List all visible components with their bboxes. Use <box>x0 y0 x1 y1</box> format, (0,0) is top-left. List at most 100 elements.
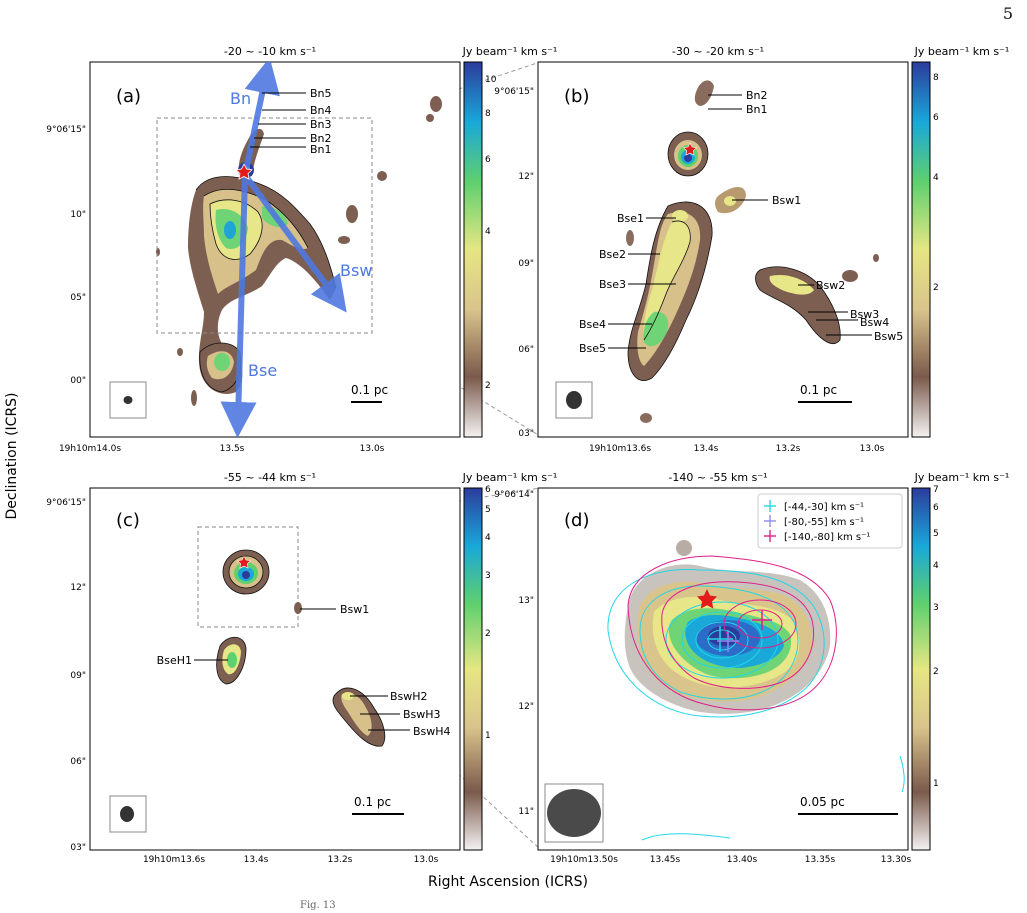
panel-d-scalebar: 0.05 pc <box>800 795 845 809</box>
page-number: 5 <box>1002 4 1013 23</box>
knot-b-bse1: Bse1 <box>617 212 644 225</box>
panel-b-ytick-0: 9°06'15" <box>494 87 534 97</box>
panel-d-xtick-2: 13.40s <box>727 855 758 865</box>
knot-c-bswh3: BswH3 <box>403 708 441 721</box>
panel-a: -20 ~ -10 km s⁻¹ Jy beam⁻¹ km s⁻¹ <box>46 45 557 454</box>
knot-c-bsw1: Bsw1 <box>340 603 369 616</box>
panel-a-ytick-0: 9°06'15" <box>46 125 86 135</box>
panel-c-xtick-3: 13.0s <box>414 855 439 865</box>
panel-a-cbtick-4: 10 <box>485 75 497 85</box>
panel-a-cbtick-0: 2 <box>485 381 491 391</box>
panel-c: -55 ~ -44 km s⁻¹ Jy beam⁻¹ km s⁻¹ <box>46 471 557 865</box>
panel-b: -30 ~ -20 km s⁻¹ Jy beam⁻¹ km s⁻¹ <box>494 45 1009 454</box>
panel-a-xtick-0: 19h10m14.0s <box>59 444 121 454</box>
panel-a-cbtick-2: 6 <box>485 155 491 165</box>
panel-a-map <box>109 62 442 437</box>
knot-bn1: Bn1 <box>310 143 332 156</box>
knot-bn5: Bn5 <box>310 87 332 100</box>
knot-b-bn1: Bn1 <box>746 103 768 116</box>
outflow-label-bn: Bn <box>230 89 251 108</box>
panel-d-cbtick-3: 4 <box>933 561 939 571</box>
panel-c-cbtick-0: 1 <box>485 731 491 741</box>
panel-c-ytick-3: 06" <box>70 757 86 767</box>
panel-c-label: (c) <box>116 510 140 531</box>
panel-b-xtick-1: 13.4s <box>694 444 719 454</box>
panel-d-ytick-2: 12" <box>518 702 534 712</box>
panel-a-cbtick-1: 4 <box>485 227 491 237</box>
panel-b-knots: Bn2 Bn1 Bsw1 Bse1 Bse2 Bse3 Bse4 Bse5 Bs… <box>579 89 903 355</box>
panel-b-xtick-2: 13.2s <box>776 444 801 454</box>
knot-b-bsw4: Bsw4 <box>860 316 889 329</box>
panel-b-ytick-3: 06" <box>518 345 534 355</box>
panel-c-xtick-0: 19h10m13.6s <box>143 855 205 865</box>
panel-c-ytick-2: 09" <box>70 671 86 681</box>
panel-b-cbtick-3: 8 <box>933 73 939 83</box>
panel-b-cbtick-1: 4 <box>933 173 939 183</box>
legend-item-0: [-44,-30] km s⁻¹ <box>784 502 864 513</box>
shared-ylabel: Declination (ICRS) <box>4 392 20 519</box>
panel-d-ytick-0: 9°06'14" <box>494 490 534 500</box>
panel-c-ytick-1: 12" <box>70 583 86 593</box>
knot-c-bseh1: BseH1 <box>157 654 192 667</box>
panel-d-colorbar <box>911 487 931 851</box>
panel-d-label: (d) <box>564 510 589 531</box>
panel-d-cbtick-6: 7 <box>933 485 939 495</box>
knot-b-bsw1: Bsw1 <box>772 194 801 207</box>
panel-a-xtick-1: 13.5s <box>220 444 245 454</box>
panel-c-cbtick-1: 2 <box>485 629 491 639</box>
knot-b-bn2: Bn2 <box>746 89 768 102</box>
panel-c-cbtick-5: 6 <box>485 485 491 495</box>
knot-bn2: Bn2 <box>310 132 332 145</box>
panel-b-cbtick-2: 6 <box>933 113 939 123</box>
knot-b-bsw3: Bsw3 <box>850 308 879 321</box>
panel-a-ytick-2: 05" <box>70 293 86 303</box>
panel-d-xtick-4: 13.30s <box>881 855 912 865</box>
knot-b-bse5: Bse5 <box>579 342 606 355</box>
panel-c-cbtick-2: 3 <box>485 571 491 581</box>
panel-a-colorbar <box>463 61 483 438</box>
knot-b-bse4: Bse4 <box>579 318 606 331</box>
panel-a-ytick-3: 00" <box>70 376 86 386</box>
panel-d-ytick-1: 13" <box>518 596 534 606</box>
panel-d-cbtick-1: 2 <box>933 667 939 677</box>
panel-d-xtick-1: 13.45s <box>650 855 681 865</box>
panel-c-title: -55 ~ -44 km s⁻¹ <box>224 471 316 484</box>
legend-item-2: [-140,-80] km s⁻¹ <box>784 532 870 543</box>
panel-c-xtick-1: 13.4s <box>244 855 269 865</box>
panel-b-ytick-2: 09" <box>518 259 534 269</box>
panel-d-cbtick-5: 6 <box>933 503 939 513</box>
panel-d: -140 ~ -55 km s⁻¹ Jy beam⁻¹ km s⁻¹ <box>494 471 1009 865</box>
panel-c-cbtick-4: 5 <box>485 505 491 515</box>
panel-b-xtick-0: 19h10m13.6s <box>589 444 651 454</box>
caption-fragment: Fig. 13 <box>300 900 336 911</box>
panel-d-xtick-3: 13.35s <box>805 855 836 865</box>
panel-b-title: -30 ~ -20 km s⁻¹ <box>672 45 764 58</box>
panel-d-cbar-unit: Jy beam⁻¹ km s⁻¹ <box>914 471 1010 484</box>
shared-xlabel: Right Ascension (ICRS) <box>428 874 588 890</box>
panel-b-cbtick-0: 2 <box>933 283 939 293</box>
panel-a-title: -20 ~ -10 km s⁻¹ <box>224 45 316 58</box>
outflow-label-bsw: Bsw <box>340 261 372 280</box>
panel-c-colorbar <box>463 487 483 851</box>
panel-c-scalebar: 0.1 pc <box>354 795 391 809</box>
panel-b-label: (b) <box>564 86 589 107</box>
panel-d-legend: [-44,-30] km s⁻¹ [-80,-55] km s⁻¹ [-140,… <box>757 493 903 549</box>
panel-c-cbar-unit: Jy beam⁻¹ km s⁻¹ <box>462 471 558 484</box>
panel-b-ytick-1: 12" <box>518 172 534 182</box>
knot-bn4: Bn4 <box>310 104 332 117</box>
panel-c-ytick-0: 9°06'15" <box>46 498 86 508</box>
panel-b-scalebar: 0.1 pc <box>800 383 837 397</box>
panel-d-cbtick-4: 5 <box>933 529 939 539</box>
knot-b-bsw5: Bsw5 <box>874 330 903 343</box>
panel-b-ytick-4: 03" <box>518 429 534 439</box>
panel-b-colorbar <box>911 61 931 438</box>
panel-a-scalebar: 0.1 pc <box>351 383 388 397</box>
knot-c-bswh4: BswH4 <box>413 725 451 738</box>
knot-b-bsw2: Bsw2 <box>816 279 845 292</box>
panel-a-label: (a) <box>116 86 141 107</box>
panel-d-cbtick-2: 3 <box>933 603 939 613</box>
knot-b-bse3: Bse3 <box>599 278 626 291</box>
panel-a-knots: Bn5 Bn4 Bn3 Bn2 Bn1 <box>250 87 332 156</box>
panel-a-cbar-unit: Jy beam⁻¹ km s⁻¹ <box>462 45 558 58</box>
